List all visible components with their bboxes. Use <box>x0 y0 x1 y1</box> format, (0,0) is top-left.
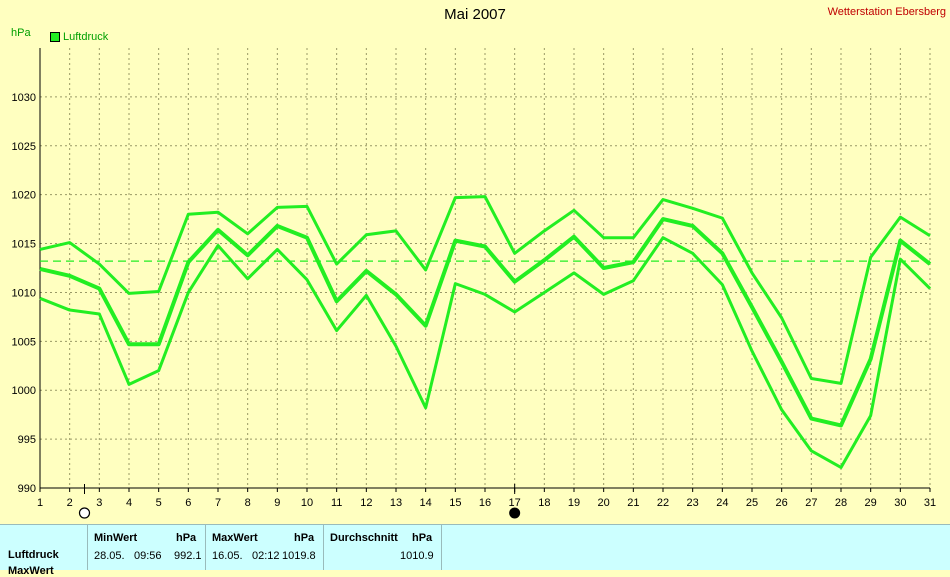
x-tick-label: 19 <box>568 497 580 509</box>
max-time: 02:12 <box>252 550 280 562</box>
legend-label: Luftdruck <box>63 31 109 43</box>
x-tick-label: 7 <box>215 497 221 509</box>
x-tick-label: 11 <box>331 497 342 509</box>
y-tick-label: 1020 <box>12 190 36 202</box>
x-tick-label: 21 <box>627 497 639 509</box>
x-tick-label: 1 <box>37 497 43 509</box>
avg-value: 1010.9 <box>400 550 434 562</box>
new-moon-icon <box>509 507 521 519</box>
stats-max-column: MaxWert hPa 16.05. 02:12 1019.8 <box>206 525 324 570</box>
stats-row-label: Luftdruck <box>8 549 59 561</box>
min-date: 28.05. <box>94 550 125 562</box>
stats-label-column: Luftdruck MaxWert <box>0 525 88 577</box>
series-line-mean <box>39 217 932 428</box>
x-tick-label: 8 <box>245 497 251 509</box>
legend: Luftdruck <box>50 31 108 43</box>
series-line-max <box>39 195 931 385</box>
legend-swatch <box>50 32 60 42</box>
avg-header: Durchschnitt <box>330 532 398 544</box>
min-unit: hPa <box>176 532 197 544</box>
x-tick-label: 10 <box>301 497 313 509</box>
full-moon-icon <box>78 507 91 519</box>
y-tick-label: 1025 <box>12 141 36 153</box>
x-tick-label: 9 <box>274 497 280 509</box>
y-tick-label: 1000 <box>12 385 36 397</box>
x-tick-label: 27 <box>805 497 817 509</box>
stats-avg-column: Durchschnitt hPa 1010.9 <box>324 525 442 570</box>
y-tick-label: 990 <box>18 483 36 495</box>
x-tick-label: 23 <box>687 497 699 509</box>
station-name: Wetterstation Ebersberg <box>827 6 946 18</box>
y-tick-label: 1005 <box>12 336 36 348</box>
max-header: MaxWert <box>212 532 258 544</box>
avg-unit: hPa <box>412 532 433 544</box>
y-tick-label: 995 <box>18 434 36 446</box>
x-tick-label: 3 <box>96 497 102 509</box>
max-unit: hPa <box>294 532 315 544</box>
x-tick-label: 31 <box>924 497 936 509</box>
x-tick-label: 20 <box>598 497 610 509</box>
min-header: MinWert <box>94 532 138 544</box>
x-tick-label: 5 <box>156 497 162 509</box>
x-tick-label: 6 <box>185 497 191 509</box>
x-tick-label: 26 <box>776 497 788 509</box>
x-tick-label: 16 <box>479 497 491 509</box>
stats-row-label-next: MaxWert <box>8 565 54 577</box>
min-value: 992.1 <box>174 550 202 562</box>
x-tick-label: 14 <box>420 497 432 509</box>
x-tick-label: 28 <box>835 497 847 509</box>
series-line-min <box>39 236 932 469</box>
x-tick-label: 2 <box>67 497 73 509</box>
x-tick-label: 15 <box>449 497 461 509</box>
y-axis-unit: hPa <box>11 27 31 39</box>
stats-min-column: MinWert hPa 28.05. 09:56 992.1 <box>88 525 206 570</box>
x-tick-label: 13 <box>390 497 402 509</box>
min-time: 09:56 <box>134 550 162 562</box>
x-tick-label: 25 <box>746 497 758 509</box>
x-tick-label: 29 <box>865 497 877 509</box>
x-tick-label: 24 <box>716 497 728 509</box>
chart-title: Mai 2007 <box>444 6 506 23</box>
y-tick-label: 1030 <box>12 92 36 104</box>
x-tick-label: 22 <box>657 497 669 509</box>
y-tick-label: 1015 <box>12 239 36 251</box>
max-date: 16.05. <box>212 550 243 562</box>
max-value: 1019.8 <box>282 550 316 562</box>
x-tick-label: 30 <box>894 497 906 509</box>
x-tick-label: 18 <box>538 497 550 509</box>
stats-panel: Luftdruck MaxWert MinWert hPa 28.05. 09:… <box>0 524 950 577</box>
y-tick-label: 1010 <box>12 287 36 299</box>
x-tick-label: 17 <box>509 497 521 509</box>
x-tick-label: 12 <box>360 497 372 509</box>
x-tick-label: 4 <box>126 497 132 509</box>
